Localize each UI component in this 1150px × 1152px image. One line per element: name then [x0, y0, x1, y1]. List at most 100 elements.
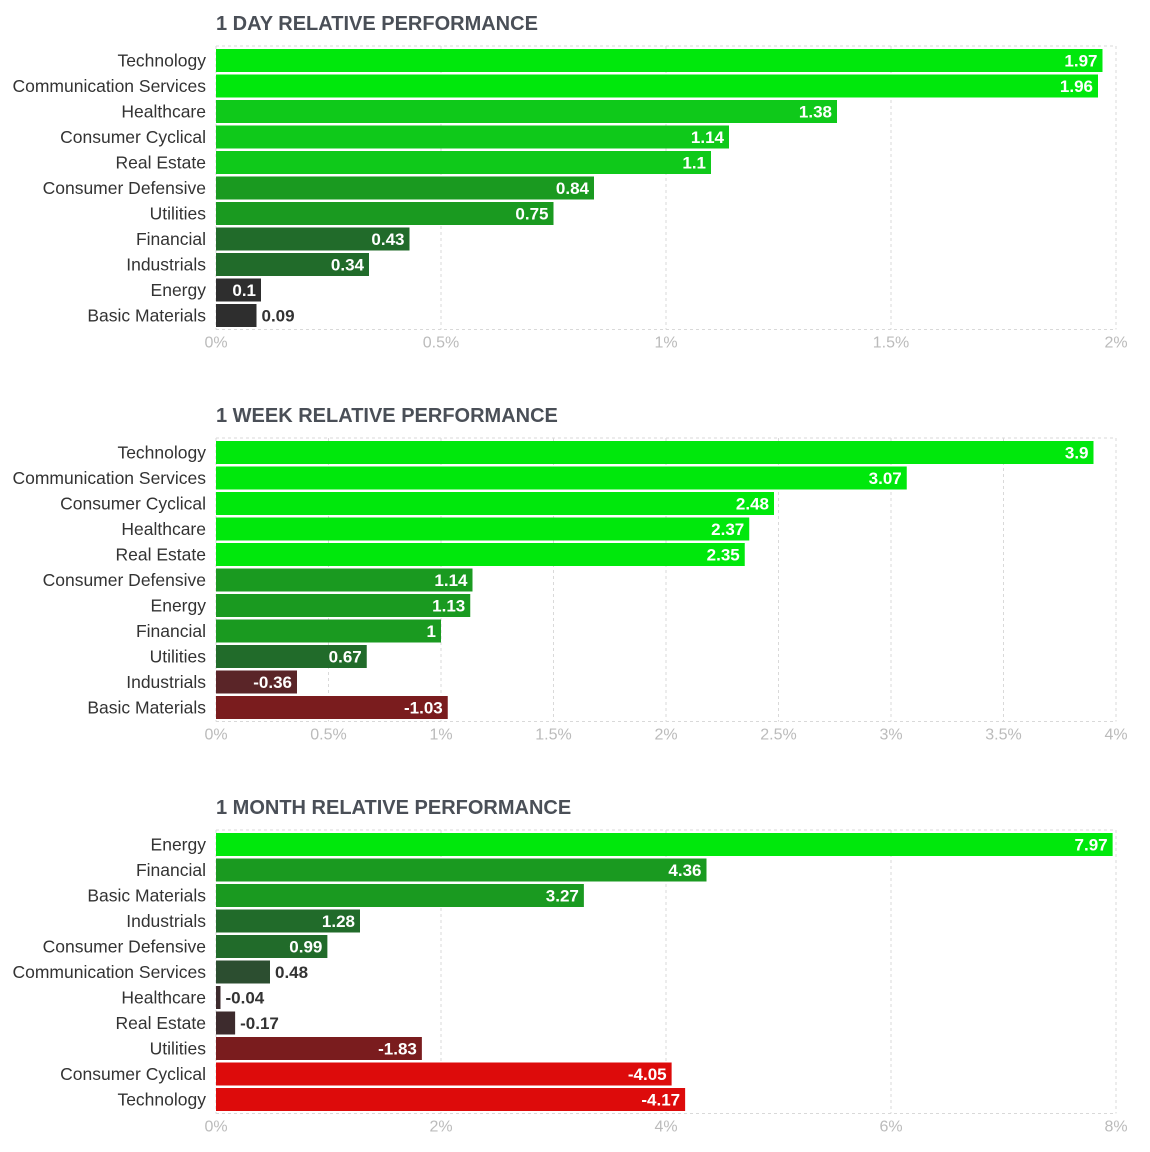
bar [216, 986, 221, 1009]
category-label: Technology [117, 1090, 206, 1110]
bar [216, 884, 584, 907]
x-tick-label: 2% [1104, 335, 1127, 352]
category-label: Real Estate [116, 1013, 206, 1033]
x-tick-label: 1% [429, 727, 452, 744]
bar [216, 227, 410, 251]
x-tick-label: 0% [204, 1119, 227, 1136]
data-label: 1.28 [322, 912, 355, 931]
x-tick-label: 1% [654, 335, 677, 352]
data-label: 0.99 [289, 938, 322, 957]
category-label: Consumer Defensive [43, 178, 206, 198]
category-label: Basic Materials [87, 698, 206, 718]
category-label: Real Estate [116, 545, 206, 565]
chart-panel-0: 1 DAY RELATIVE PERFORMANCE 0% 0.5% 1% 1.5% 2%… [12, 13, 1127, 352]
x-tick-label: 2% [654, 727, 677, 744]
bar [216, 49, 1103, 72]
bar [216, 543, 745, 566]
x-tick-label: 1.5% [873, 335, 909, 352]
data-label: 3.07 [869, 469, 902, 488]
data-label: -0.36 [253, 673, 292, 692]
data-label: -0.04 [226, 989, 265, 1008]
category-label: Financial [136, 860, 206, 880]
bar [216, 492, 774, 515]
category-label: Utilities [150, 647, 207, 667]
bar [216, 833, 1113, 856]
x-tick-label: 0.5% [423, 335, 459, 352]
bar [216, 253, 369, 276]
data-label: -1.83 [378, 1040, 417, 1059]
data-label: 3.27 [546, 887, 579, 906]
category-label: Financial [136, 229, 206, 249]
bar [216, 74, 1098, 98]
data-label: 0.67 [329, 648, 362, 667]
data-label: -4.17 [641, 1091, 680, 1110]
x-tick-label: 3% [879, 727, 902, 744]
x-tick-label: 3.5% [985, 727, 1021, 744]
data-label: 1.96 [1060, 77, 1093, 96]
data-label: 0.48 [275, 963, 308, 982]
bar [216, 960, 270, 984]
category-label: Consumer Cyclical [60, 494, 206, 514]
chart-title: 1 MONTH RELATIVE PERFORMANCE [216, 797, 571, 819]
data-label: 2.35 [707, 546, 740, 565]
bar [216, 670, 297, 694]
category-label: Real Estate [116, 153, 206, 173]
bar [216, 594, 471, 617]
bar [216, 517, 750, 541]
bar [216, 1062, 672, 1086]
data-label: 3.9 [1065, 444, 1089, 463]
category-label: Communication Services [12, 76, 206, 96]
category-label: Healthcare [121, 519, 206, 539]
data-label: 1.38 [799, 103, 832, 122]
category-label: Basic Materials [87, 306, 206, 326]
data-label: 0.09 [262, 307, 295, 326]
category-label: Industrials [126, 255, 206, 275]
category-label: Energy [151, 835, 207, 855]
data-label: 1.13 [432, 597, 465, 616]
bar [216, 151, 711, 174]
x-tick-label: 2.5% [760, 727, 796, 744]
data-label: 1.14 [691, 128, 725, 147]
bar [216, 935, 328, 958]
data-label: 1 [427, 622, 436, 641]
chart-panel-1: 1 WEEK RELATIVE PERFORMANCE 0% 0.5% 1% 1.5% 2… [12, 405, 1127, 744]
category-label: Healthcare [121, 988, 206, 1008]
category-label: Financial [136, 621, 206, 641]
bar [216, 304, 257, 327]
data-label: 1.1 [682, 154, 706, 173]
category-label: Consumer Cyclical [60, 1064, 206, 1084]
bar [216, 278, 261, 302]
x-tick-label: 6% [879, 1119, 902, 1136]
category-label: Basic Materials [87, 886, 206, 906]
data-label: 0.43 [371, 230, 404, 249]
bar [216, 909, 360, 933]
bar [216, 441, 1094, 464]
data-label: 2.48 [736, 495, 769, 514]
category-label: Communication Services [12, 468, 206, 488]
data-label: 7.97 [1075, 836, 1108, 855]
x-tick-label: 4% [654, 1119, 677, 1136]
data-label: -1.03 [404, 699, 443, 718]
category-label: Technology [117, 51, 206, 71]
x-tick-label: 0% [204, 335, 227, 352]
data-label: 0.84 [556, 179, 590, 198]
category-label: Energy [151, 596, 207, 616]
category-label: Healthcare [121, 102, 206, 122]
category-label: Communication Services [12, 962, 206, 982]
x-tick-label: 2% [429, 1119, 452, 1136]
data-label: -4.05 [628, 1065, 667, 1084]
chart-title: 1 WEEK RELATIVE PERFORMANCE [216, 405, 558, 427]
bar [216, 858, 707, 882]
data-label: 1.97 [1064, 52, 1097, 71]
category-label: Technology [117, 443, 206, 463]
category-label: Consumer Defensive [43, 937, 206, 957]
bar [216, 125, 729, 149]
x-tick-label: 0% [204, 727, 227, 744]
x-tick-label: 0.5% [310, 727, 346, 744]
chart-panel-2: 1 MONTH RELATIVE PERFORMANCE 0% 2% 4% 6% 8% En… [12, 797, 1127, 1136]
category-label: Industrials [126, 911, 206, 931]
bar [216, 1088, 686, 1111]
x-tick-label: 8% [1104, 1119, 1127, 1136]
chart-title: 1 DAY RELATIVE PERFORMANCE [216, 13, 538, 35]
